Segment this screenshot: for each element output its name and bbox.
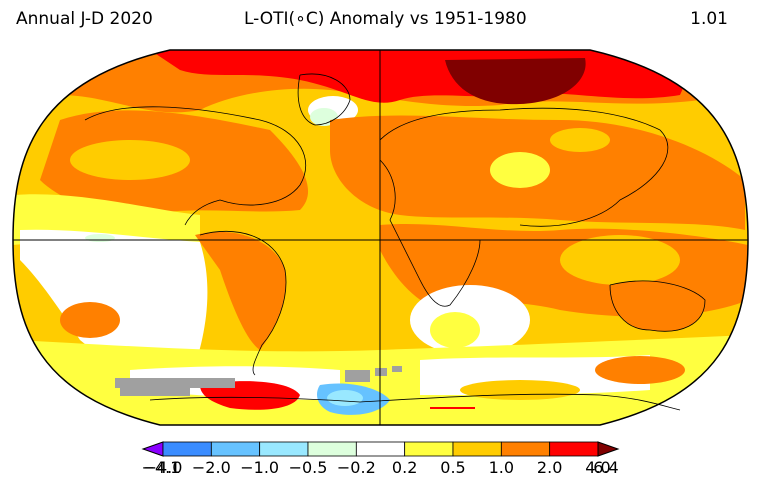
colorbar-bin-3 bbox=[259, 441, 309, 457]
colorbar-tick-label: 0.5 bbox=[440, 458, 466, 477]
colorbar-bin-2 bbox=[210, 441, 261, 457]
colorbar-bin-7 bbox=[452, 441, 502, 457]
colorbar-bin-1 bbox=[162, 441, 212, 457]
colorbar-tick-label: 1.0 bbox=[488, 458, 515, 477]
colorbar-bin-4 bbox=[307, 441, 357, 457]
colorbar-tick-label: 0.2 bbox=[391, 458, 418, 477]
map-title-period: Annual J-D 2020 bbox=[16, 9, 153, 29]
colorbar-tick-label: −4.0 bbox=[143, 458, 183, 477]
colorbar-tick-label: 6.4 bbox=[593, 458, 619, 477]
colorbar-tick-label: −2.0 bbox=[191, 458, 231, 477]
colorbar-tick-label: −4.1 bbox=[141, 458, 181, 477]
colorbar-tick-label: −0.2 bbox=[336, 458, 376, 477]
colorbar-bin-6 bbox=[404, 441, 454, 457]
map-title-metric: L-OTI(∘C) Anomaly vs 1951-1980 bbox=[244, 9, 527, 29]
global-mean-value: 1.01 bbox=[690, 9, 728, 29]
colorbar-bin-9 bbox=[549, 441, 599, 457]
colorbar-bin-5 bbox=[355, 441, 406, 457]
colorbar-tick-label: 4.0 bbox=[585, 458, 611, 477]
colorbar-bin-0 bbox=[141, 441, 164, 457]
colorbar-bin-8 bbox=[500, 441, 551, 457]
colorbar-tick-label: −1.0 bbox=[240, 458, 280, 477]
colorbar-tick-label: −0.5 bbox=[288, 458, 328, 477]
colorbar-tick-label: 2.0 bbox=[536, 458, 563, 477]
colorbar-bin-10 bbox=[597, 441, 620, 457]
globe-outline bbox=[12, 49, 749, 426]
